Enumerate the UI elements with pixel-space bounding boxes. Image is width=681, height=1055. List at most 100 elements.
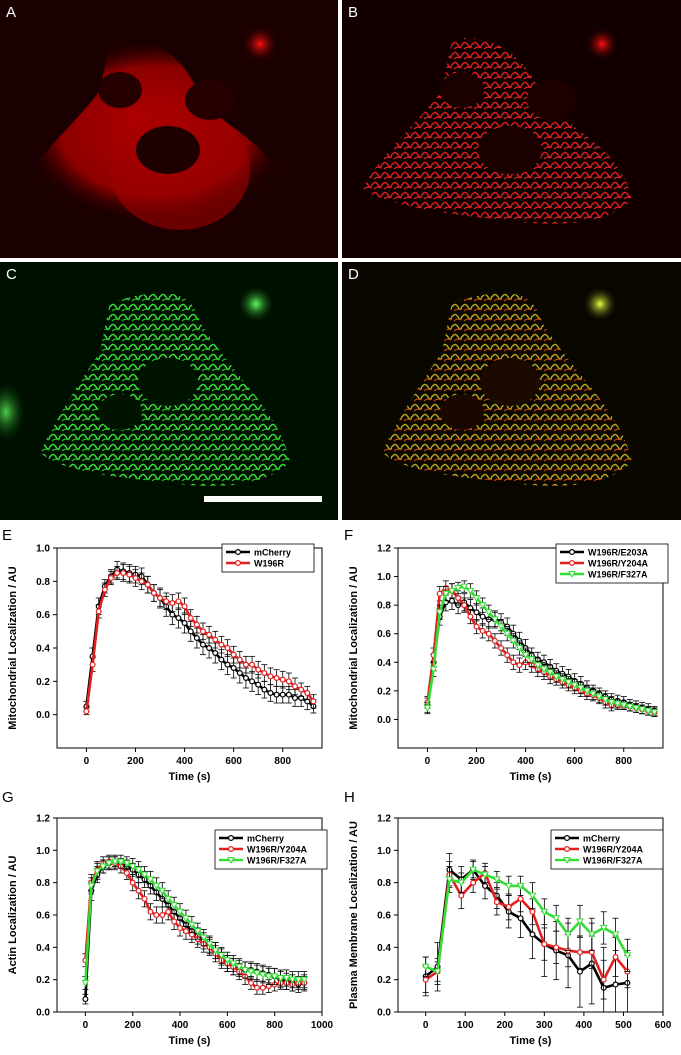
chart-e-y-tick-label: 0.2 [36,677,50,688]
chart-g-series-mcherry-point [82,996,89,1003]
chart-g-series-w196r-y204a-point [153,911,160,918]
chart-f-plot-frame [397,547,664,749]
chart-e-series-w196r-point [187,614,194,621]
chart-e-x-tick-label: 600 [225,756,242,767]
chart-label-g: G [2,789,14,806]
chart-g-series-w196r-f327a-point [294,976,303,984]
chart-f-legend-w196r-y204a-label: W196R/Y204A [588,559,649,569]
chart-e-series-mcherry-point [169,611,176,618]
chart-h-y-tick-label: 0.8 [377,878,391,889]
chart-e-legend-box [221,543,315,573]
chart-h-x-tick-label: 100 [457,1020,474,1031]
chart-h-series-w196r-y204a-point [505,903,512,910]
chart-g-legend-w196r-y204a-marker [228,845,235,852]
chart-e-series-mcherry-point [206,644,213,651]
chart-e-series-mcherry-point [236,670,243,677]
micrograph-d-image [342,262,681,520]
chart-g-series-w196r-y204a-point [253,984,260,991]
chart-g-series-w196r-f327a-point [264,973,273,981]
chart-h: 0 100 200 300 400 500 600 0.0 0.2 0.4 0.6 0.8 1.0 1.2… [341,792,681,1050]
chart-e-svg: 0 200 400 600 800 0.0 0.2 0.4 0.6 0.8 1.0 Time (s) M… [7,543,323,783]
chart-h-series-w196r-f327a-point [611,931,620,939]
chart-h-y-axis-label: Plasma Membrane Localization / AU [348,821,360,1009]
chart-h-series-w196r-f327a-point [457,879,466,887]
chart-f-y-tick-label: 0.2 [377,686,391,697]
chart-f-series-w196r-f327a-point [540,666,548,674]
chart-e-series-w196r-point [157,594,164,601]
chart-h-series-w196r-f327a-point [469,866,477,874]
chart-f-y-tick-label: 0.6 [377,629,391,640]
chart-f-series-w196r-y204a-point [467,613,474,620]
chart-e-y-tick-label: 1.0 [36,544,50,555]
chart-g-series-w196r-f327a-point [241,966,249,975]
chart-f-series-w196r-f327a-point [601,696,610,704]
chart-h-series-w196r-y204a-point [541,941,548,948]
chart-g-series-w196r-f327a-point [128,863,137,871]
chart-f-legend-w196r-e203a-marker [569,549,576,556]
chart-e-series-mcherry-point [218,656,225,663]
chart-f-series-w196r-f327a-point [595,693,604,701]
chart-g-y-tick-label: 1.2 [36,814,50,825]
chart-f-legend-w196r-f327a-label: W196R/F327A [588,570,648,580]
chart-f-series-w196r-f327a-point [607,699,616,707]
chart-h-series-w196r-f327a-point [587,931,596,939]
chart-e-y-tick-label: 0.6 [36,610,50,621]
chart-e-series-mcherry-point [273,691,280,698]
micrograph-a-image [0,0,338,258]
chart-e-series-w196r-point [95,608,102,615]
chart-h-svg: 0 100 200 300 400 500 600 0.0 0.2 0.4 0.6 0.8 1.0 1.2… [348,814,672,1048]
chart-f-series-w196r-f327a-point [466,587,475,595]
chart-f-y-tick-label: 1.0 [377,572,391,583]
chart-g-series-w196r-f327a-point [93,868,102,876]
chart-h-y-tick-label: 1.0 [377,846,391,857]
chart-h-legend-mcherry-marker [564,834,571,841]
chart-g-x-tick-label: 1000 [311,1020,334,1031]
chart-f-series-w196r-f327a-point [472,595,481,603]
chart-g-series-w196r-f327a-point [105,860,113,868]
panel-label-d: D [348,266,359,283]
chart-g-y-tick-label: 0.8 [36,878,50,889]
chart-e-series-w196r-point [310,698,317,705]
chart-f-series-w196r-f327a-point [497,623,505,631]
chart-g-series-w196r-f327a-point [229,960,238,968]
chart-e-series-w196r-point [304,690,311,697]
chart-f-series-w196r-f327a-point [632,705,640,713]
chart-g-x-tick-label: 400 [172,1020,189,1031]
micrograph-a: A [0,0,338,258]
chart-e-plot-frame [56,547,323,749]
chart-f-series-w196r-y204a-point [491,637,498,644]
chart-h-series-w196r-f327a-point [552,915,561,923]
chart-f-series-w196r-f327a-point [429,666,438,674]
chart-label-f: F [344,527,354,544]
chart-f-series-w196r-y204a-point [485,630,492,637]
chart-e-legend-w196r-marker [235,560,242,567]
chart-g-series-w196r-f327a-point [259,971,267,979]
chart-e-series-mcherry-point [261,686,268,693]
chart-g-series-w196r-f327a-point [140,871,149,879]
chart-e-series-w196r-point [218,641,225,648]
chart-g-y-axis-label: Actin Localization / AU [7,856,19,975]
scale-bar [204,496,322,502]
chart-e: 0 200 400 600 800 0.0 0.2 0.4 0.6 0.8 1.0 Time (s) M… [0,530,340,790]
chart-g-series-w196r-f327a-point [152,882,161,890]
chart-f-series-w196r-f327a-point [650,709,659,717]
chart-g: 0 200 400 600 800 1000 0.0 0.2 0.4 0.6 0.8 1.0 1.2 Ti… [0,792,340,1050]
chart-f-y-axis-label: Mitochondrial Localization / AU [348,566,360,729]
micrograph-c-image [0,262,338,520]
chart-f-series-w196r-f327a-point [576,685,585,693]
chart-h-series-w196r-y204a-point [517,895,524,902]
chart-f-series-w196r-e203a-line [426,599,655,713]
chart-f-series-w196r-f327a-point [478,602,487,610]
chart-e-legend-mcherry-label: mCherry [254,548,291,558]
chart-e-series-mcherry-point [230,665,237,672]
chart-g-series-w196r-y204a-point [248,979,255,986]
chart-g-series-w196r-f327a-point [300,976,309,984]
chart-g-series-w196r-f327a-point [87,882,96,890]
chart-h-x-tick-label: 600 [655,1020,672,1031]
chart-e-series-w196r-point [144,581,151,588]
chart-e-series-w196r-point [292,683,299,690]
chart-f-series-w196r-f327a-point [448,587,456,595]
chart-f-series-w196r-f327a-point [644,707,653,715]
chart-e-series-mcherry-point [249,678,256,685]
chart-e-series-w196r-point [175,598,182,605]
